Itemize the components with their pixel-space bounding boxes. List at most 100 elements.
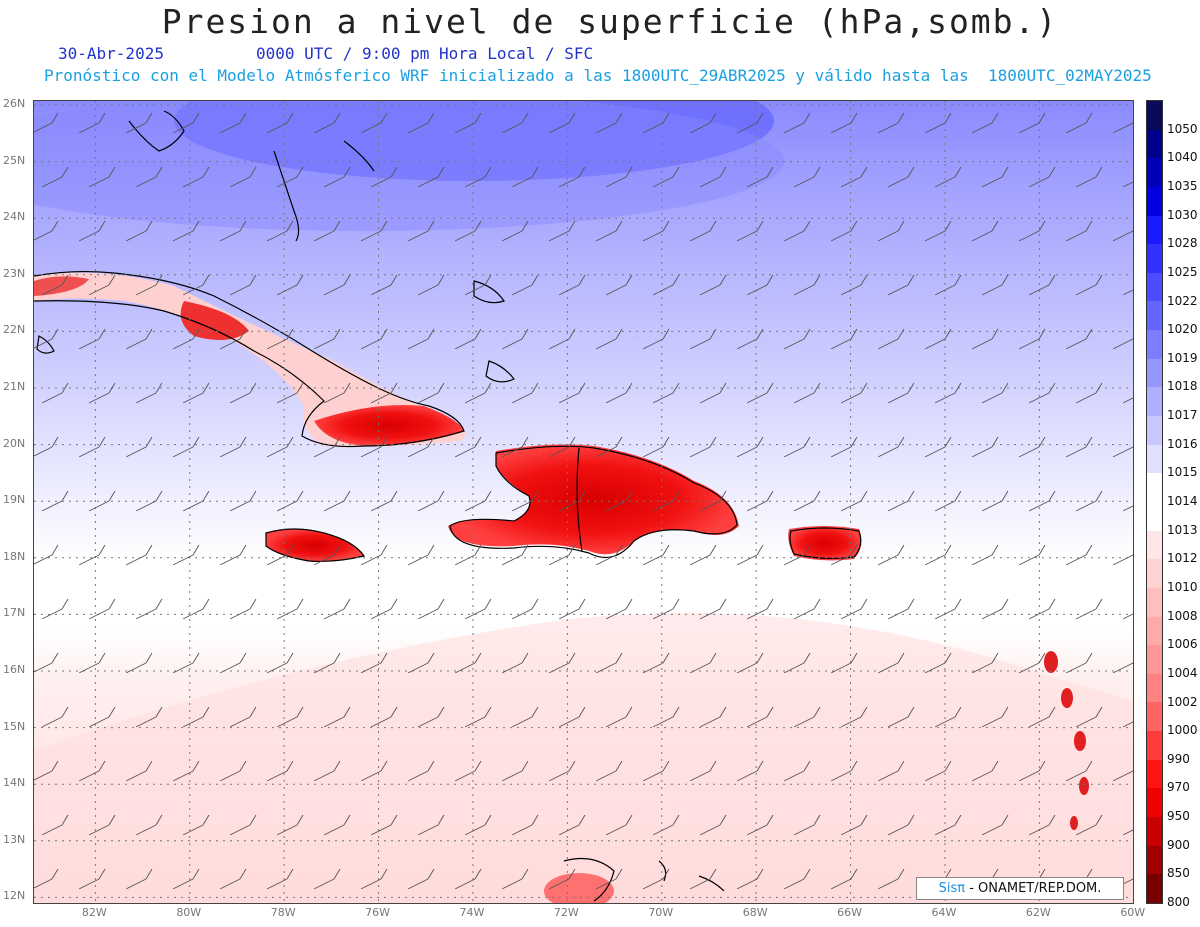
wind-barb <box>182 598 210 620</box>
turks-caicos <box>485 360 515 383</box>
wind-barb <box>1112 554 1133 566</box>
wind-barb <box>229 814 257 836</box>
wind-barb <box>934 490 962 512</box>
wind-barb <box>454 868 482 890</box>
wind-barb <box>501 112 529 134</box>
wind-barb <box>746 274 774 296</box>
wind-barb <box>182 382 210 404</box>
wind-barb <box>793 706 821 728</box>
wind-barb <box>830 328 858 350</box>
wind-barb <box>501 544 529 566</box>
wind-barb <box>558 814 586 836</box>
wind-barb <box>276 382 304 404</box>
wind-barb <box>981 166 1009 188</box>
wind-barb <box>971 760 999 782</box>
wind-barb <box>125 328 153 350</box>
wind-barb <box>313 328 341 350</box>
wind-barb <box>934 382 962 404</box>
wind-barb <box>877 328 905 350</box>
wind-barb <box>511 598 539 620</box>
latitude-label: 19N <box>3 493 26 507</box>
wind-barb <box>125 220 153 242</box>
wind-barb <box>746 382 774 404</box>
latitude-label: 17N <box>3 606 26 620</box>
wind-barb <box>877 760 905 782</box>
wind-barb <box>924 328 952 350</box>
wind-barb <box>793 598 821 620</box>
wind-barb <box>877 544 905 566</box>
colorbar-cell <box>1147 731 1162 760</box>
wind-barb <box>407 652 435 674</box>
wind-barb <box>34 112 59 133</box>
wind-barb <box>736 652 764 674</box>
wind-barb <box>88 706 116 728</box>
wind-barb <box>41 382 69 404</box>
wind-barb <box>464 274 492 296</box>
wind-barb <box>41 706 69 728</box>
wind-barb <box>501 328 529 350</box>
wind-barb <box>511 274 539 296</box>
wind-barb <box>1018 760 1046 782</box>
wind-barb <box>548 220 576 242</box>
wind-barb <box>78 436 106 458</box>
wind-barb <box>135 382 163 404</box>
wind-barb <box>276 274 304 296</box>
wind-barb <box>276 598 304 620</box>
wind-barb <box>548 760 576 782</box>
wind-barb <box>1018 652 1046 674</box>
wind-barb <box>746 706 774 728</box>
longitude-label: 76W <box>365 906 390 919</box>
wind-barb <box>1122 289 1133 296</box>
wind-barb <box>172 436 200 458</box>
wind-barb <box>125 760 153 782</box>
wind-barb <box>934 598 962 620</box>
high-pressure-core <box>174 101 774 181</box>
wind-barb <box>605 274 633 296</box>
wind-barb <box>219 868 247 890</box>
wind-barb <box>558 490 586 512</box>
wind-barb <box>464 382 492 404</box>
wind-barb <box>652 274 680 296</box>
colorbar-cell <box>1147 129 1162 159</box>
colorbar-cell <box>1147 473 1162 502</box>
wind-barb <box>407 220 435 242</box>
wind-barb <box>689 220 717 242</box>
wind-barb <box>840 166 868 188</box>
puerto-rico-low <box>788 526 862 561</box>
wind-barb <box>313 760 341 782</box>
wind-barb <box>1028 814 1056 836</box>
wind-barb <box>41 490 69 512</box>
wind-barb <box>511 490 539 512</box>
colorbar-cell <box>1147 874 1162 903</box>
wind-barb <box>41 814 69 836</box>
wind-barb <box>172 112 200 134</box>
wind-barb <box>1018 220 1046 242</box>
wind-barb <box>266 760 294 782</box>
colorbar-label: 1000 <box>1167 723 1198 738</box>
hispaniola-low <box>448 444 739 555</box>
wind-barb <box>370 598 398 620</box>
colorbar-label: 800 <box>1167 895 1190 909</box>
wind-barb <box>971 112 999 134</box>
wind-barb <box>689 328 717 350</box>
wind-barb <box>877 436 905 458</box>
wind-barb <box>981 814 1009 836</box>
wind-barb <box>34 652 59 673</box>
wind-barb <box>229 598 257 620</box>
wind-barb <box>652 382 680 404</box>
wind-barb <box>323 814 351 836</box>
latitude-label: 16N <box>3 663 26 676</box>
colorbar-label: 970 <box>1167 780 1190 795</box>
wind-barb <box>1075 598 1103 620</box>
colorbar-cell <box>1147 645 1162 674</box>
wind-barb <box>360 652 388 674</box>
wind-barb <box>511 382 539 404</box>
wind-barb <box>125 436 153 458</box>
wind-barb <box>34 220 59 241</box>
wind-barb <box>219 220 247 242</box>
wind-barb <box>934 166 962 188</box>
latitude-label: 22N <box>3 323 26 337</box>
wind-barb <box>652 490 680 512</box>
pressure-map <box>34 101 1133 903</box>
wind-barb <box>887 166 915 188</box>
